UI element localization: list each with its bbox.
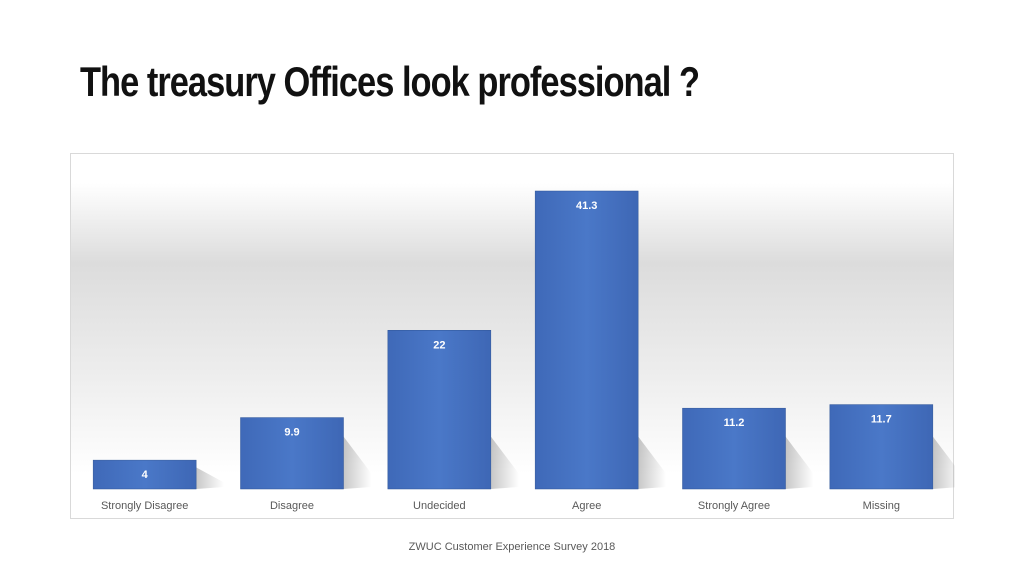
bar-chart: 4 9.9 22 41.3 11.2 11.7 Strongly Disagree Disa… [92,190,955,512]
category-label: Disagree [270,500,314,512]
bar-shadow [490,436,519,489]
data-label: 11.2 [724,417,745,429]
bar-shadow [785,436,814,489]
bar-shadow [196,467,225,489]
category-label: Agree [572,500,601,512]
bar-shadows [196,436,955,489]
bars [92,190,934,490]
bar-shadow [638,436,667,489]
bar-shadow [343,436,372,489]
category-label: Strongly Agree [698,500,770,512]
data-label: 41.3 [576,200,597,212]
category-label: Missing [863,500,900,512]
bar-shadow [932,436,955,489]
category-label: Strongly Disagree [101,500,188,512]
data-label: 11.7 [871,414,892,426]
bar-strongly-disagree [92,459,197,490]
chart-area: 4 9.9 22 41.3 11.2 11.7 Strongly Disagree Disa… [70,153,955,519]
bar-missing [829,404,934,490]
data-label: 4 [142,469,149,481]
data-label: 22 [433,339,445,351]
slide-footer: ZWUC Customer Experience Survey 2018 [408,541,616,553]
slide-title: The treasury Offices look professional ? [80,58,700,105]
bar-strongly-agree [682,407,786,490]
data-labels: 4 9.9 22 41.3 11.2 11.7 [142,200,892,481]
bar-undecided [387,330,492,490]
data-label: 9.9 [284,427,299,439]
bar-disagree [240,417,344,490]
category-label: Undecided [413,500,466,512]
bar-agree [534,190,639,490]
category-axis: Strongly Disagree Disagree Undecided Agree S… [101,500,900,512]
